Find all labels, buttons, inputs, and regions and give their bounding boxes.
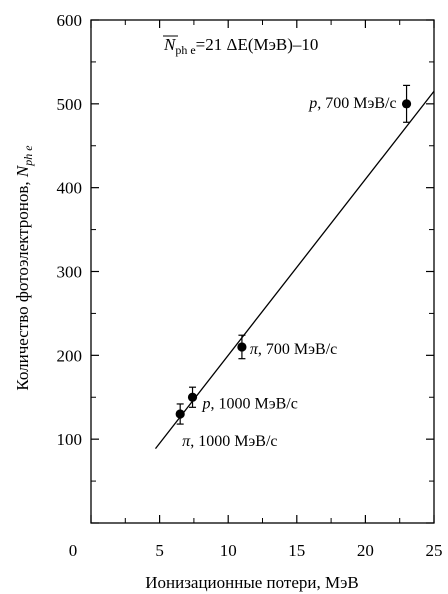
point-label-text: , 700 МэВ/c — [258, 341, 337, 358]
x-tick-label: 10 — [220, 541, 237, 560]
data-point — [187, 392, 198, 402]
y-axis-label-var: N — [13, 164, 32, 178]
y-axis-label: Количество фотоэлектронов, Nph e — [13, 145, 35, 391]
y-tick-label: 100 — [57, 430, 83, 449]
formula-rhs: =21 ΔE(МэВ)–10 — [196, 35, 319, 54]
data-point — [175, 409, 185, 419]
tick-labels: 0 5 10 15 20 25 100 200 300 400 500 600 — [57, 11, 443, 560]
point-label-text: , 1000 МэВ/c — [211, 395, 298, 412]
x-tick-label: 0 — [69, 541, 78, 560]
point-label-var: p — [202, 395, 211, 412]
y-tick-label: 200 — [57, 346, 83, 365]
x-axis-label: Ионизационные потери, МэВ — [145, 573, 359, 592]
y-tick-label: 600 — [57, 11, 83, 30]
point-label-var: p — [308, 95, 317, 112]
point-label-text: , 700 МэВ/c — [317, 95, 396, 112]
y-tick-label: 400 — [57, 179, 83, 198]
fit-line — [154, 90, 435, 450]
y-tick-label: 500 — [57, 95, 83, 114]
x-tick-label: 25 — [426, 541, 443, 560]
y-tick-label: 300 — [57, 263, 83, 282]
x-tick-label: 15 — [288, 541, 305, 560]
point-label-var: π — [250, 341, 259, 358]
data-point — [401, 99, 412, 109]
point-label: p, 700 МэВ/c — [308, 95, 396, 112]
y-axis-label-sub: ph e — [21, 145, 35, 167]
data-points — [175, 84, 412, 425]
formula: Nph e=21 ΔE(МэВ)–10 — [163, 35, 318, 57]
formula-lhs-var: N — [163, 35, 177, 54]
point-label-text: , 1000 МэВ/c — [190, 433, 277, 450]
point-label: π, 700 МэВ/c — [250, 341, 337, 358]
point-label: π, 1000 МэВ/c — [182, 433, 277, 450]
fit-line-group — [154, 90, 435, 450]
axis-ticks — [90, 19, 435, 524]
x-tick-label: 20 — [357, 541, 374, 560]
y-axis-label-text: Количество фотоэлектронов, — [13, 177, 32, 391]
point-label: p, 1000 МэВ/c — [202, 395, 298, 412]
point-label-var: π — [182, 433, 191, 450]
point-labels: π, 1000 МэВ/cp, 1000 МэВ/cπ, 700 МэВ/cp,… — [182, 95, 396, 450]
data-point — [237, 342, 247, 352]
x-tick-label: 5 — [155, 541, 164, 560]
formula-lhs-sub: ph e — [175, 43, 195, 57]
